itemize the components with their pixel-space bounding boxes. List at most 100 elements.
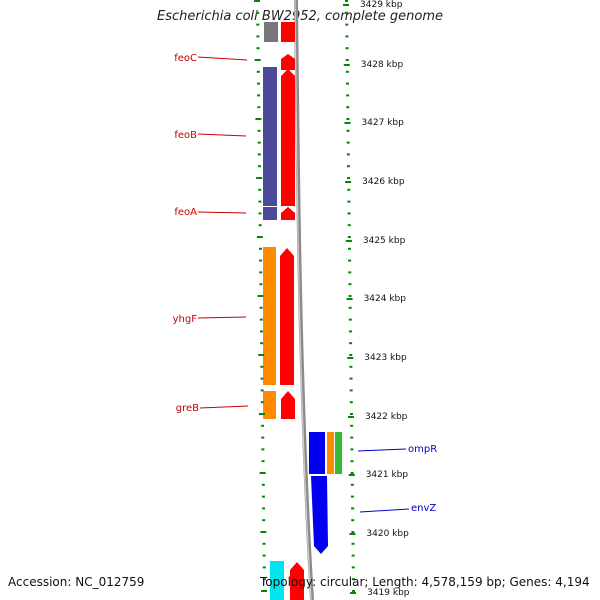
tick-mark [258,413,265,415]
tick-mark [350,436,354,439]
greB-orange-cds [263,391,276,419]
tick-mark [350,495,354,498]
bottom-red-cds [290,562,304,600]
label-leader-line [197,133,247,137]
tick-mark [347,200,351,203]
tick-mark [346,153,350,156]
tick-mark [348,330,352,333]
label-leader-line [199,405,249,409]
scale-label: 3429 kbp [360,0,403,10]
genome-summary-text: Topology: circular; Length: 4,578,159 bp… [260,575,590,589]
gene-label-feoA[interactable]: feoA [174,207,247,218]
label-leader-line [197,211,247,214]
tick-mark [345,47,349,50]
tick-mark [260,342,264,345]
tick-mark [346,298,353,300]
tick-mark [351,542,355,545]
scale-label: 3427 kbp [361,118,404,128]
gene-label-text: feoC [174,53,197,64]
tick-mark [260,365,264,368]
tick-mark [348,271,352,274]
tick-mark [343,4,350,6]
gene-label-text: ompR [408,444,437,455]
tick-mark [261,460,265,463]
tick-mark [257,295,264,297]
tick-mark [254,0,260,2]
tick-mark [343,64,350,66]
tick-mark [256,82,260,85]
label-leader-line [197,316,247,319]
tick-mark [258,354,265,356]
tick-mark [259,330,263,333]
scale-label: 3419 kbp [367,588,410,598]
tick-mark [352,590,356,592]
tick-mark [261,495,265,498]
tick-mark [260,531,267,533]
tick-mark [347,224,351,227]
gene-label-yhgF[interactable]: yhgF [173,314,247,325]
tick-mark [254,59,261,61]
tick-mark [348,295,352,297]
tick-mark [262,542,266,545]
tick-mark [345,59,349,61]
feoA-forward-cds [281,207,295,220]
tick-mark [259,472,266,474]
scale-label: 3420 kbp [366,529,409,539]
tick-mark [350,592,357,594]
gene-label-greB[interactable]: greB [176,403,249,414]
tick-mark [346,118,350,120]
tick-mark [346,94,350,97]
tick-mark [350,472,354,474]
tick-mark [260,401,264,404]
tick-mark [346,129,350,132]
tick-mark [349,533,356,535]
scale-label: 3423 kbp [364,353,407,363]
tick-mark [348,283,352,286]
tick-mark [256,47,260,50]
gene-label-feoB[interactable]: feoB [174,130,247,141]
gene-label-feoC[interactable]: feoC [174,53,248,64]
ompR-orange-cds [327,432,334,474]
accession-text: Accession: NC_012759 [8,575,145,589]
tick-mark [345,70,349,73]
gene-label-envZ[interactable]: envZ [359,503,436,514]
tick-mark [256,35,260,38]
gene-label-text: envZ [411,503,436,514]
backbone-highlight [294,0,312,600]
tick-mark [347,247,351,250]
gene-label-ompR[interactable]: ompR [357,444,437,455]
gene-label-text: yhgF [173,314,198,325]
tick-mark [347,236,351,238]
tick-mark [351,531,355,533]
scale-labels: 3429 kbp 3428 kbp 3427 kbp 3426 kbp 3425 kbp… [360,0,410,598]
tick-mark [347,416,354,418]
tick-mark [351,566,355,569]
tick-mark [262,519,266,522]
greB-forward-cds [281,391,295,419]
tick-mark [344,122,351,124]
label-leader-line [357,448,407,452]
tick-mark [348,318,352,321]
tick-mark [259,306,263,309]
tick-mark [258,212,262,215]
feoB-forward-cds [281,69,295,206]
ompR-blue-cds [309,432,325,474]
tick-mark [350,483,354,486]
tick-mark [348,306,352,309]
tick-mark [347,188,351,191]
backbone-line [294,0,314,600]
scale-label: 3425 kbp [363,236,406,246]
tick-mark [345,23,349,26]
feoA-purple-cds [263,207,277,220]
tick-mark [350,460,354,463]
gene-label-text: feoB [174,130,197,141]
tick-mark [346,106,350,109]
tick-mark [349,377,353,380]
tick-mark [261,424,265,427]
bottom-cyan-cds [270,561,284,600]
tick-mark [262,507,266,510]
tick-mark [347,357,354,359]
tick-mark [349,401,353,404]
gene-label-text: feoA [174,207,197,218]
